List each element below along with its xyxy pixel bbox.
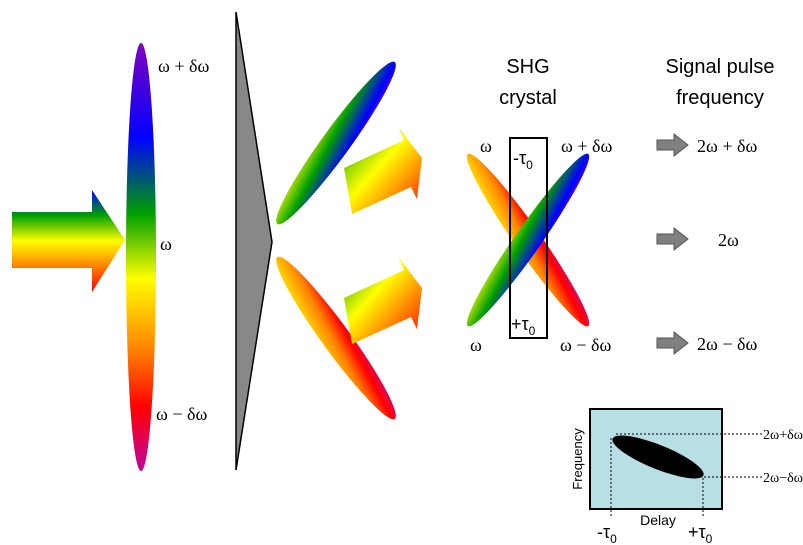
- chirped-pulse-ellipse: [126, 43, 156, 471]
- tau-plus-label: +τ0: [511, 314, 536, 338]
- lower-split-beam: [276, 256, 396, 420]
- signal-title-line2: frequency: [676, 87, 764, 109]
- input-pulse-arrow: [12, 190, 125, 292]
- lower-propagation-arrow: [344, 258, 422, 344]
- upper-propagation-arrow: [344, 128, 422, 214]
- crystal-right-top-label: ω + δω: [561, 136, 612, 156]
- inset-tick-minus-tau: -τ0: [597, 522, 617, 545]
- inset-right-bottom-label: 2ω−δω: [763, 471, 803, 486]
- input-freq-top-label: ω + δω: [158, 56, 209, 76]
- signal-freq-top-label: 2ω + δω: [697, 136, 757, 156]
- signal-freq-mid-label: 2ω: [718, 230, 739, 250]
- crystal-left-top-label: ω: [480, 136, 492, 156]
- signal-arrow-bottom: [656, 330, 689, 356]
- inset-tick-plus-tau: +τ0: [688, 522, 713, 545]
- inset-xlabel: Delay: [640, 512, 676, 528]
- signal-arrow-top: [656, 132, 689, 158]
- signal-arrow-mid: [656, 226, 689, 252]
- signal-freq-bottom-label: 2ω − δω: [697, 334, 757, 354]
- crystal-beam-up: [466, 153, 590, 327]
- crystal-right-bottom-label: ω − δω: [560, 335, 611, 355]
- input-freq-bottom-label: ω − δω: [156, 404, 207, 424]
- frog-trace-inset: Frequency Delay 2ω+δω 2ω−δω -τ0 +τ0: [570, 408, 803, 545]
- shg-crystal-box: [509, 137, 548, 339]
- signal-title-line1: Signal pulse: [666, 56, 775, 78]
- inset-trace-ellipse: [612, 435, 704, 479]
- inset-ylabel: Frequency: [570, 428, 585, 490]
- shg-title-line2: crystal: [499, 87, 557, 109]
- upper-split-beam: [276, 61, 396, 225]
- input-freq-mid-label: ω: [160, 234, 172, 254]
- shg-title-line1: SHG: [506, 56, 549, 78]
- tau-minus-label: -τ0: [513, 148, 533, 172]
- biprism: [235, 11, 273, 471]
- inset-right-top-label: 2ω+δω: [763, 428, 803, 443]
- crystal-left-bottom-label: ω: [470, 335, 482, 355]
